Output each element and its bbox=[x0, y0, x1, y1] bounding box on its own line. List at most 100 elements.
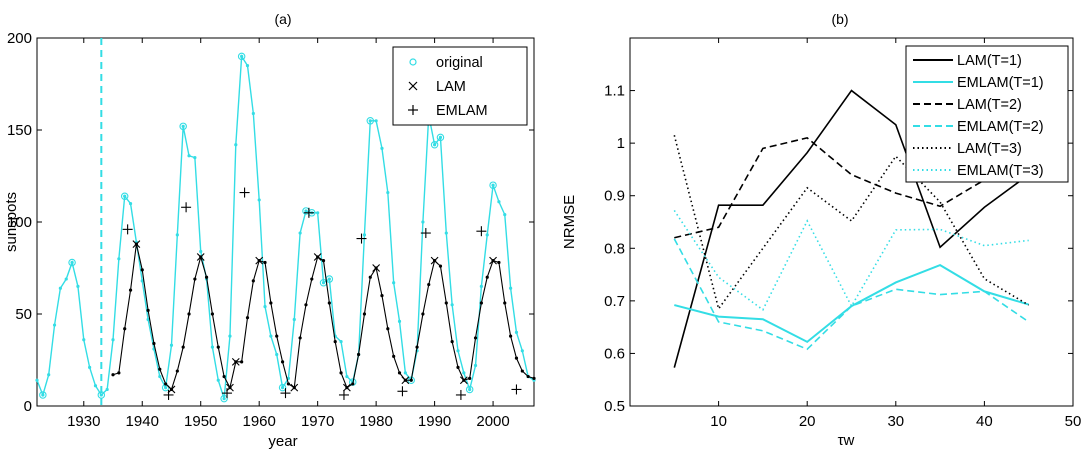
x-tick-label: 1940 bbox=[126, 413, 159, 430]
x-tick-label: 1930 bbox=[67, 413, 100, 430]
point-lam bbox=[263, 260, 267, 265]
point-lam bbox=[392, 354, 396, 358]
series-line-lam-t-3- bbox=[673, 135, 1030, 311]
x-tick-label: 20 bbox=[799, 413, 816, 430]
point-original bbox=[368, 119, 372, 123]
point-original bbox=[158, 374, 162, 379]
extremum-original bbox=[220, 394, 228, 403]
point-lam bbox=[117, 371, 121, 375]
x-tick-label: 2000 bbox=[476, 413, 509, 430]
legend-label: EMLAM(T=1) bbox=[957, 75, 1044, 91]
point-lam bbox=[222, 374, 226, 379]
point-emlam bbox=[239, 187, 250, 198]
xlabel-tau: τw bbox=[838, 432, 855, 449]
point-emlam bbox=[511, 384, 522, 395]
series-line-emlam-t-1- bbox=[674, 263, 1029, 344]
point-original bbox=[298, 231, 302, 235]
y-tick-label: 100 bbox=[7, 214, 32, 231]
point-original bbox=[117, 257, 121, 261]
point-original bbox=[169, 343, 174, 347]
point-original bbox=[450, 303, 454, 307]
point-original bbox=[76, 284, 80, 288]
point-lam bbox=[397, 371, 402, 375]
point-lam bbox=[485, 275, 489, 279]
point-original bbox=[386, 190, 390, 195]
y-tick-label: 0.8 bbox=[604, 240, 625, 257]
point-lam bbox=[128, 288, 133, 292]
point-original bbox=[444, 231, 448, 235]
point-lam bbox=[356, 352, 361, 357]
point-lam bbox=[164, 382, 168, 386]
point-original bbox=[433, 143, 437, 147]
panel-a-ylabel: sunspots bbox=[3, 192, 20, 252]
extremum-original bbox=[97, 391, 106, 399]
point-lam bbox=[280, 360, 285, 364]
point-original bbox=[245, 64, 250, 68]
point-lam bbox=[210, 312, 215, 316]
legend-label-emlam: EMLAM bbox=[436, 103, 488, 119]
x-tick-label: 1980 bbox=[359, 413, 392, 430]
panel-a-legend: original LAM EMLAM bbox=[392, 46, 528, 126]
y-tick-label: 150 bbox=[7, 122, 32, 139]
cross-stroke bbox=[196, 253, 205, 261]
y-tick-label: 0.5 bbox=[604, 398, 625, 415]
point-original bbox=[128, 202, 133, 206]
point-lam bbox=[456, 365, 460, 369]
point-original bbox=[327, 277, 331, 281]
extremum-original bbox=[366, 117, 375, 125]
panel-b-title: (b) bbox=[831, 11, 848, 27]
point-lam bbox=[479, 301, 483, 305]
point-lam bbox=[438, 264, 443, 268]
extremum-original bbox=[237, 52, 246, 61]
point-original bbox=[234, 143, 238, 147]
point-original bbox=[275, 352, 279, 357]
extremum-original bbox=[436, 133, 445, 142]
point-lam bbox=[140, 268, 144, 272]
point-original bbox=[503, 213, 507, 217]
point-lam bbox=[175, 369, 179, 373]
point-original bbox=[70, 260, 74, 265]
point-original bbox=[304, 209, 308, 213]
point-original bbox=[58, 286, 62, 290]
extremum-lam bbox=[255, 256, 264, 265]
point-lam bbox=[368, 275, 372, 279]
y-tick-label: 0 bbox=[24, 398, 32, 415]
panel-b: (b) τw NRMSE 10 20 30 40 500.50.60.70.80.911… bbox=[561, 11, 1081, 449]
panel-b-ticks: 10 20 30 40 50 0.5 0.6 0.7 0.8 0.9 1 1.1 bbox=[604, 38, 1081, 430]
legend-marker-original bbox=[409, 58, 417, 66]
point-lam bbox=[193, 277, 197, 281]
point-original bbox=[509, 286, 513, 290]
series-line-original bbox=[36, 54, 535, 399]
y-tick-label: 1 bbox=[617, 135, 625, 152]
point-lam bbox=[123, 327, 127, 331]
extremum-original bbox=[465, 385, 474, 394]
panel-b-marks bbox=[673, 89, 1030, 368]
cross-stroke bbox=[231, 357, 240, 366]
point-original bbox=[438, 135, 443, 139]
panel-b-xlabel: τw bbox=[838, 432, 855, 449]
x-tick-label: 1950 bbox=[184, 413, 217, 430]
point-lam bbox=[427, 282, 431, 287]
point-lam bbox=[269, 301, 273, 305]
legend-label-original: original bbox=[436, 55, 483, 71]
point-original bbox=[514, 330, 519, 334]
point-original bbox=[280, 386, 285, 390]
point-emlam bbox=[163, 389, 174, 400]
point-original bbox=[47, 373, 51, 377]
point-lam bbox=[321, 259, 326, 263]
point-lam bbox=[204, 275, 209, 279]
point-emlam bbox=[222, 388, 233, 399]
point-emlam bbox=[181, 202, 192, 213]
y-tick-label: 50 bbox=[15, 306, 32, 323]
extremum-lam bbox=[459, 376, 468, 385]
point-lam bbox=[304, 303, 308, 307]
point-lam bbox=[450, 340, 454, 344]
point-original bbox=[316, 211, 320, 215]
point-original bbox=[181, 124, 185, 128]
x-tick-label: 1970 bbox=[301, 413, 334, 430]
point-original bbox=[392, 281, 396, 285]
extremum-lam bbox=[196, 253, 205, 261]
extremum-lam bbox=[132, 240, 141, 248]
point-original bbox=[263, 305, 267, 309]
